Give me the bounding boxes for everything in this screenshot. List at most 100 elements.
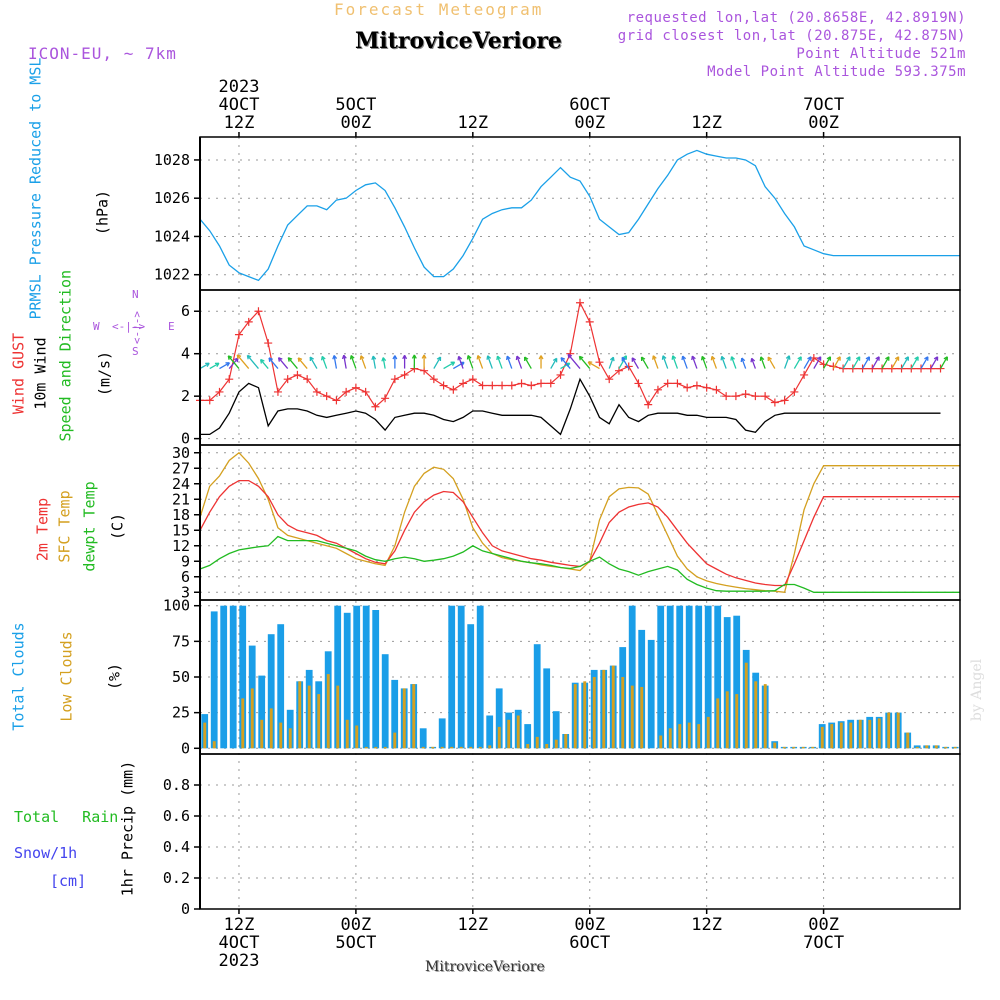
low-clouds-bar: [621, 677, 625, 749]
low-clouds-bar: [469, 746, 473, 749]
chart-subtitle: Forecast Meteogram: [334, 0, 544, 19]
wind-direction-arrow: [631, 357, 640, 369]
wind-direction-arrow: [477, 355, 484, 369]
wind-gust-marker: [400, 370, 409, 379]
total-clouds-bar: [353, 605, 361, 749]
wind-direction-arrow: [550, 358, 558, 369]
wind-direction-arrowhead: [621, 356, 626, 362]
wind-direction-arrow: [751, 358, 756, 369]
bottom-time-label: 12Z: [691, 915, 722, 935]
temperature-ytick-label: 12: [172, 537, 190, 555]
low-clouds-bar: [792, 746, 796, 749]
wind-direction-arrow: [832, 356, 841, 369]
low-clouds-bar: [336, 685, 340, 749]
temperature-ytick-label: 24: [172, 475, 190, 493]
wind-direction-arrowhead: [332, 355, 338, 360]
precip-label: 1hr Precip (mm): [118, 760, 137, 897]
temp-2m-label: 2m Temp: [33, 497, 52, 562]
requested-coordinates: requested lon,lat (20.8658E, 42.8919N): [626, 10, 966, 26]
wind-gust-marker: [429, 375, 438, 384]
wind-direction-arrowhead: [700, 355, 706, 361]
wind-gust-marker: [761, 392, 770, 401]
total-clouds-label: Total Clouds: [9, 622, 28, 731]
model-point-altitude: Model Point Altitude 593.375m: [707, 64, 966, 80]
wind-direction-arrow: [297, 357, 308, 369]
total-clouds-bar: [476, 605, 484, 749]
total-clouds-bar: [448, 605, 456, 749]
low-clouds-bar: [298, 681, 302, 749]
wind-direction-arrow: [721, 356, 727, 369]
wind-gust-marker: [926, 364, 935, 373]
wind-gust-marker: [371, 402, 380, 411]
wind-gust-marker: [546, 379, 555, 388]
total-clouds-bar: [723, 617, 731, 749]
wind-direction-arrowhead: [691, 355, 696, 361]
bottom-time-label: 5OCT: [335, 933, 376, 953]
low-clouds-bar: [402, 688, 406, 749]
wind-direction-arrowhead: [214, 362, 220, 368]
location-title: MitroviceVeriore: [355, 28, 562, 54]
wind-direction-arrowhead: [826, 356, 832, 361]
wind-direction-arrow: [268, 357, 279, 369]
temp-dew-line: [199, 535, 960, 593]
wind-direction-arrowhead: [578, 355, 584, 361]
wind-direction-arrowhead: [943, 356, 948, 361]
top-time-label: 4OCT: [218, 95, 259, 115]
total-clouds-bar: [495, 688, 503, 749]
wind-direction-arrow: [209, 362, 220, 370]
wind-ytick-label: 0: [181, 430, 190, 448]
total-clouds-bar: [438, 718, 446, 749]
low-clouds-bar: [393, 732, 397, 749]
low-clouds-bar: [488, 745, 492, 749]
total-clouds-bar: [239, 605, 247, 749]
wind-gust-marker: [936, 364, 945, 373]
wind-direction-arrowhead: [587, 361, 593, 366]
temperature-ytick-label: 6: [181, 568, 190, 586]
wind-direction-arrow: [813, 356, 822, 369]
wind-gust-marker: [322, 392, 331, 401]
low-clouds-bar: [811, 746, 815, 749]
wind-gust-marker: [790, 387, 799, 396]
wind-direction-arrowhead: [609, 356, 615, 362]
precip-ytick-label: 0: [181, 900, 190, 918]
total-rain-label: Total Rain: [14, 808, 119, 826]
wind-direction-arrow: [350, 355, 357, 369]
wind-direction-arrow: [199, 362, 210, 370]
wind-gust-marker: [507, 381, 516, 390]
model-name: ICON-EU, ~ 7km: [28, 44, 177, 63]
wind-gust-marker: [576, 298, 584, 307]
wind-direction-arrowhead: [506, 355, 511, 361]
low-clouds-label: Low Clouds: [57, 631, 76, 722]
temp-dew-label: dewpt Temp: [80, 481, 99, 572]
low-clouds-bar: [459, 746, 463, 749]
low-clouds-bar: [887, 712, 891, 749]
low-clouds-bar: [317, 694, 321, 749]
wind-gust-marker: [478, 381, 487, 390]
total-clouds-bar: [676, 605, 684, 749]
wind-direction-arrow: [496, 355, 503, 369]
top-time-label: 5OCT: [335, 95, 376, 115]
wind-direction-arrowhead: [924, 356, 929, 361]
wind-panel-frame: [199, 289, 961, 446]
wind-direction-arrowhead: [259, 358, 265, 364]
temp-unit: (C): [108, 512, 127, 541]
low-clouds-bar: [355, 725, 359, 749]
wind-gust-marker: [751, 392, 760, 401]
low-clouds-bar: [279, 722, 283, 749]
wind-direction-arrow: [842, 356, 851, 369]
wind-direction-arrowhead: [567, 353, 573, 359]
low-clouds-bar: [478, 746, 482, 749]
temperature-ytick-label: 21: [172, 490, 190, 508]
wind-direction-arrowhead: [436, 356, 442, 362]
wind-direction-arrow: [372, 355, 377, 369]
compass-west: W: [93, 320, 100, 333]
total-clouds-bar: [628, 605, 636, 749]
total-clouds-bar: [666, 605, 674, 749]
total-clouds-bar: [657, 605, 665, 749]
top-time-label: 12Z: [691, 113, 722, 133]
total-clouds-bar: [533, 644, 541, 749]
wind-direction-arrow: [560, 357, 571, 369]
wind-direction-arrowhead: [359, 355, 365, 360]
wind-direction-arrowhead: [875, 356, 880, 361]
wind-direction-arrow: [578, 355, 591, 369]
